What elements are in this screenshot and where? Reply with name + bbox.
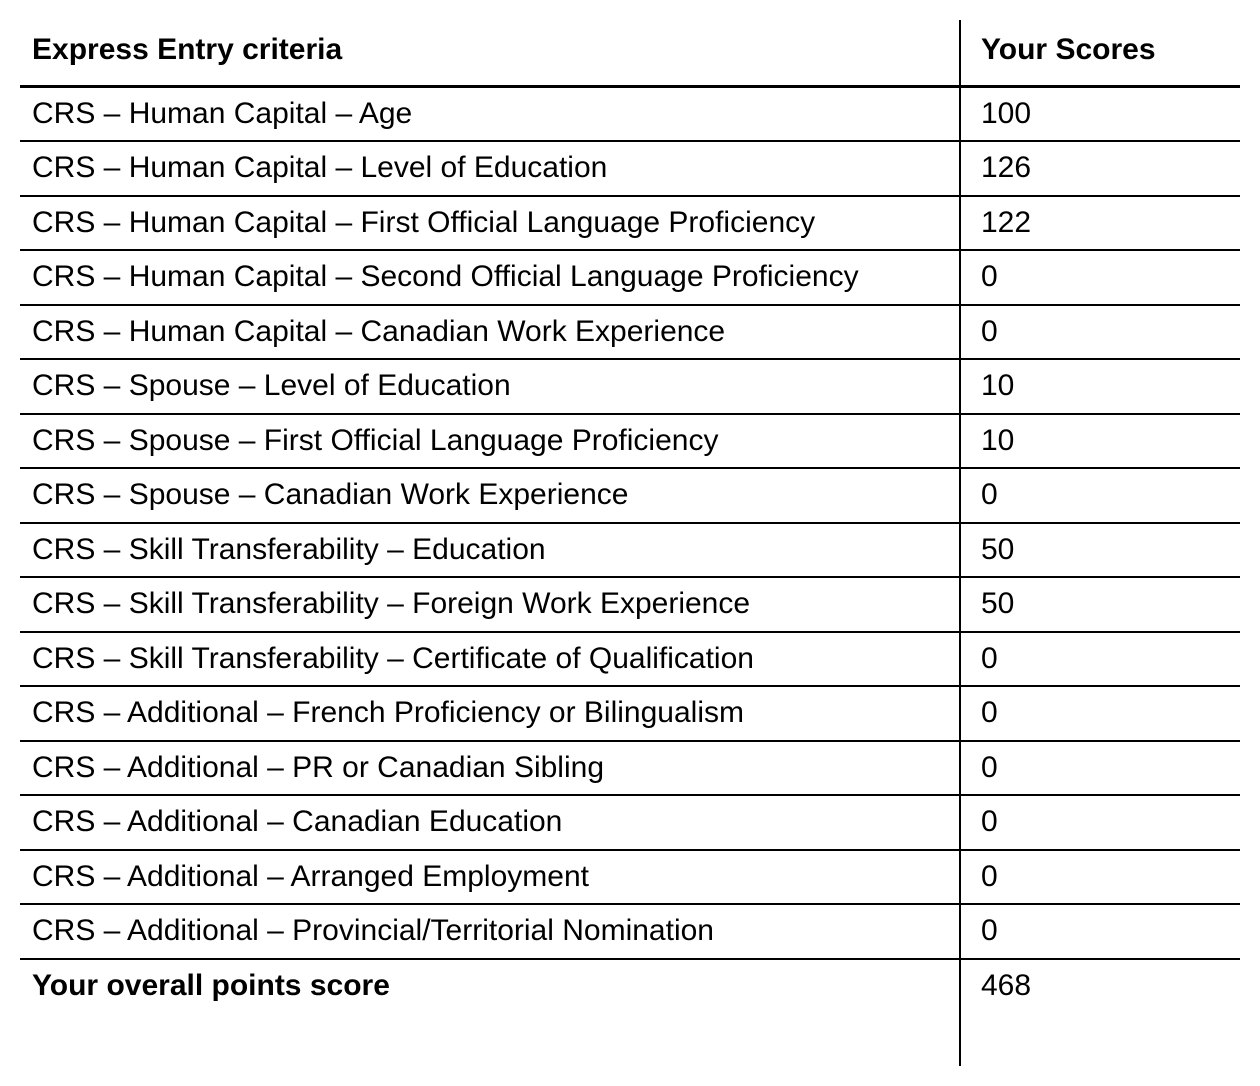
- criteria-cell: CRS – Human Capital – First Official Lan…: [20, 196, 960, 251]
- score-cell: 122: [960, 196, 1240, 251]
- table-row: CRS – Additional – French Proficiency or…: [20, 686, 1240, 741]
- score-cell: 0: [960, 305, 1240, 360]
- score-cell: 0: [960, 250, 1240, 305]
- total-row: Your overall points score468: [20, 959, 1240, 1067]
- table-row: CRS – Additional – PR or Canadian Siblin…: [20, 741, 1240, 796]
- score-cell: 100: [960, 86, 1240, 141]
- score-cell: 126: [960, 141, 1240, 196]
- table-row: CRS – Human Capital – Canadian Work Expe…: [20, 305, 1240, 360]
- score-cell: 10: [960, 414, 1240, 469]
- table-header-row: Express Entry criteria Your Scores: [20, 20, 1240, 86]
- criteria-cell: CRS – Skill Transferability – Foreign Wo…: [20, 577, 960, 632]
- table-row: CRS – Human Capital – Age100: [20, 86, 1240, 141]
- criteria-cell: CRS – Spouse – First Official Language P…: [20, 414, 960, 469]
- criteria-cell: CRS – Human Capital – Canadian Work Expe…: [20, 305, 960, 360]
- score-cell: 0: [960, 795, 1240, 850]
- total-label: Your overall points score: [20, 959, 960, 1067]
- criteria-cell: CRS – Spouse – Canadian Work Experience: [20, 468, 960, 523]
- table-row: CRS – Spouse – Canadian Work Experience0: [20, 468, 1240, 523]
- criteria-cell: CRS – Spouse – Level of Education: [20, 359, 960, 414]
- criteria-cell: CRS – Skill Transferability – Certificat…: [20, 632, 960, 687]
- crs-score-table: Express Entry criteria Your Scores CRS –…: [20, 20, 1240, 1066]
- score-cell: 0: [960, 686, 1240, 741]
- table-row: CRS – Skill Transferability – Foreign Wo…: [20, 577, 1240, 632]
- table-row: CRS – Spouse – Level of Education10: [20, 359, 1240, 414]
- score-cell: 50: [960, 577, 1240, 632]
- table-row: CRS – Skill Transferability – Certificat…: [20, 632, 1240, 687]
- score-cell: 0: [960, 632, 1240, 687]
- table-row: CRS – Human Capital – First Official Lan…: [20, 196, 1240, 251]
- table-row: CRS – Additional – Arranged Employment0: [20, 850, 1240, 905]
- criteria-cell: CRS – Additional – Arranged Employment: [20, 850, 960, 905]
- table-row: CRS – Skill Transferability – Education5…: [20, 523, 1240, 578]
- criteria-cell: CRS – Human Capital – Level of Education: [20, 141, 960, 196]
- criteria-cell: CRS – Additional – French Proficiency or…: [20, 686, 960, 741]
- score-cell: 0: [960, 904, 1240, 959]
- header-score: Your Scores: [960, 20, 1240, 86]
- criteria-cell: CRS – Skill Transferability – Education: [20, 523, 960, 578]
- criteria-cell: CRS – Additional – Provincial/Territoria…: [20, 904, 960, 959]
- criteria-cell: CRS – Additional – PR or Canadian Siblin…: [20, 741, 960, 796]
- table-row: CRS – Additional – Provincial/Territoria…: [20, 904, 1240, 959]
- score-cell: 10: [960, 359, 1240, 414]
- score-cell: 0: [960, 741, 1240, 796]
- criteria-cell: CRS – Additional – Canadian Education: [20, 795, 960, 850]
- table-row: CRS – Human Capital – Level of Education…: [20, 141, 1240, 196]
- table-row: CRS – Spouse – First Official Language P…: [20, 414, 1240, 469]
- header-criteria: Express Entry criteria: [20, 20, 960, 86]
- table-row: CRS – Human Capital – Second Official La…: [20, 250, 1240, 305]
- total-value: 468: [960, 959, 1240, 1067]
- score-cell: 50: [960, 523, 1240, 578]
- score-cell: 0: [960, 850, 1240, 905]
- table-row: CRS – Additional – Canadian Education0: [20, 795, 1240, 850]
- score-cell: 0: [960, 468, 1240, 523]
- criteria-cell: CRS – Human Capital – Second Official La…: [20, 250, 960, 305]
- criteria-cell: CRS – Human Capital – Age: [20, 86, 960, 141]
